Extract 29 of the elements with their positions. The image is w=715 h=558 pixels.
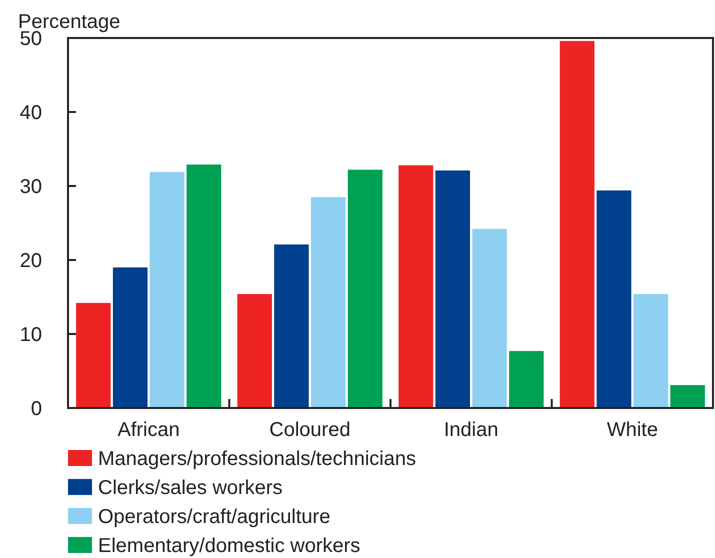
bar (76, 302, 111, 408)
bar (472, 228, 507, 408)
y-tick-label: 10 (20, 324, 42, 346)
bar (509, 351, 544, 408)
x-tick-label: Coloured (269, 419, 350, 441)
bar (633, 294, 668, 408)
bar (186, 164, 222, 408)
bar (112, 267, 148, 408)
legend-label: Operators/craft/agriculture (98, 506, 330, 528)
bar (237, 294, 272, 408)
bar (435, 170, 470, 408)
y-tick-label: 20 (20, 250, 42, 272)
bar (150, 172, 184, 408)
y-tick-label: 40 (20, 102, 42, 124)
x-tick-label: African (118, 419, 180, 441)
bar (670, 385, 705, 408)
bar (274, 244, 309, 408)
legend-label: Managers/professionals/technicians (98, 448, 416, 470)
x-tick-label: White (606, 419, 658, 441)
bar (398, 165, 434, 408)
legend-label: Elementary/domestic workers (98, 535, 360, 557)
legend-label: Clerks/sales workers (98, 477, 282, 499)
bar (310, 197, 346, 408)
y-tick-label: 30 (20, 176, 42, 198)
bar (596, 190, 632, 408)
x-tick-label: Indian (444, 419, 498, 441)
y-tick-label: 0 (30, 398, 42, 420)
bar (348, 170, 382, 408)
bar (560, 40, 594, 408)
